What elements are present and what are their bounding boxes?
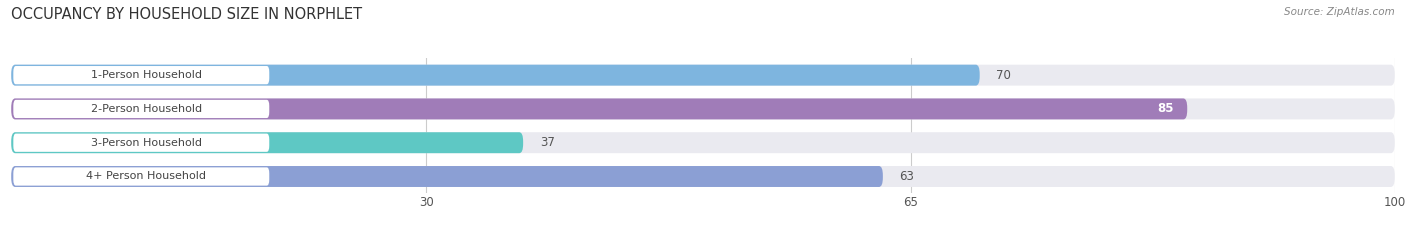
FancyBboxPatch shape — [13, 100, 270, 118]
Text: 3-Person Household: 3-Person Household — [90, 138, 201, 148]
Text: 70: 70 — [997, 69, 1011, 82]
Text: 2-Person Household: 2-Person Household — [90, 104, 201, 114]
Text: Source: ZipAtlas.com: Source: ZipAtlas.com — [1284, 7, 1395, 17]
FancyBboxPatch shape — [11, 166, 1395, 187]
FancyBboxPatch shape — [11, 65, 1395, 86]
FancyBboxPatch shape — [11, 132, 1395, 153]
FancyBboxPatch shape — [11, 99, 1395, 119]
FancyBboxPatch shape — [11, 166, 883, 187]
FancyBboxPatch shape — [11, 99, 1187, 119]
FancyBboxPatch shape — [13, 167, 270, 186]
FancyBboxPatch shape — [11, 132, 523, 153]
Text: 4+ Person Household: 4+ Person Household — [86, 171, 207, 182]
Text: 37: 37 — [540, 136, 554, 149]
Text: 1-Person Household: 1-Person Household — [90, 70, 201, 80]
FancyBboxPatch shape — [13, 66, 270, 84]
Text: 85: 85 — [1157, 103, 1174, 115]
Text: 63: 63 — [900, 170, 914, 183]
Text: OCCUPANCY BY HOUSEHOLD SIZE IN NORPHLET: OCCUPANCY BY HOUSEHOLD SIZE IN NORPHLET — [11, 7, 363, 22]
FancyBboxPatch shape — [11, 65, 980, 86]
FancyBboxPatch shape — [13, 134, 270, 152]
